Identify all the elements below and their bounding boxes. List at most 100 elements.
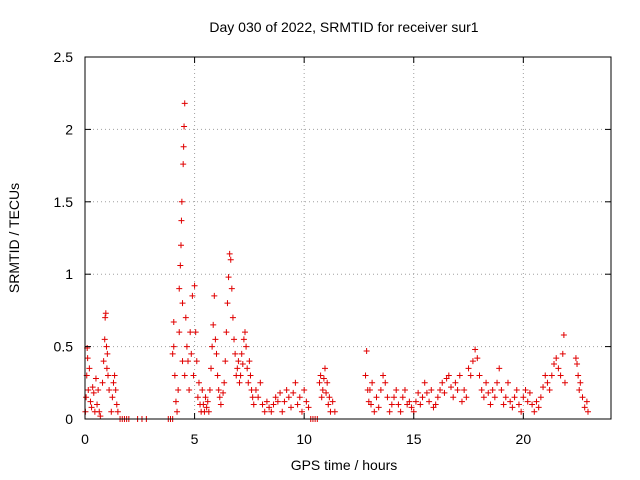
data-point xyxy=(502,394,509,401)
data-point xyxy=(452,379,459,386)
data-point xyxy=(391,394,398,401)
data-point xyxy=(94,401,101,408)
data-point xyxy=(85,387,92,394)
data-point xyxy=(227,256,234,263)
data-point xyxy=(325,401,332,408)
data-point xyxy=(485,389,492,396)
x-tick-labels: 0 5 10 15 20 xyxy=(81,431,531,447)
data-point xyxy=(180,143,187,150)
data-point xyxy=(263,398,270,405)
data-point xyxy=(553,355,560,362)
data-point xyxy=(239,360,246,367)
data-point xyxy=(450,394,457,401)
data-point xyxy=(244,365,251,372)
data-point xyxy=(371,408,378,415)
data-point xyxy=(560,332,567,339)
data-point xyxy=(181,123,188,130)
data-point xyxy=(515,401,522,408)
data-point xyxy=(114,408,121,415)
data-point xyxy=(188,350,195,357)
data-point xyxy=(290,389,297,396)
data-point xyxy=(231,336,238,343)
data-point xyxy=(183,343,190,350)
data-point xyxy=(316,379,323,386)
data-point xyxy=(279,408,286,415)
data-point xyxy=(90,389,97,396)
data-point xyxy=(454,387,461,394)
y-tick-label: 1 xyxy=(65,266,73,282)
data-point xyxy=(546,387,553,394)
data-point xyxy=(180,161,187,168)
data-point xyxy=(324,379,331,386)
data-point xyxy=(221,379,228,386)
data-point xyxy=(102,310,109,317)
data-point xyxy=(214,372,221,379)
data-point xyxy=(88,404,95,411)
data-point xyxy=(237,372,244,379)
data-point xyxy=(441,389,448,396)
data-point xyxy=(210,321,217,328)
data-point xyxy=(216,394,223,401)
y-tick-label: 2 xyxy=(65,121,73,137)
data-point xyxy=(393,387,400,394)
data-point xyxy=(268,408,275,415)
data-point xyxy=(412,398,419,405)
data-point xyxy=(584,408,591,415)
data-point xyxy=(200,401,207,408)
data-point xyxy=(395,401,402,408)
data-point xyxy=(178,198,185,205)
data-point xyxy=(474,355,481,362)
data-point xyxy=(192,329,199,336)
data-point xyxy=(458,398,465,405)
data-point xyxy=(84,355,91,362)
data-point xyxy=(323,389,330,396)
data-point xyxy=(95,387,102,394)
data-point xyxy=(232,350,239,357)
data-point xyxy=(238,350,245,357)
data-point xyxy=(223,329,230,336)
data-point xyxy=(572,355,579,362)
y-tick-label: 0 xyxy=(65,411,73,427)
data-point xyxy=(209,343,216,350)
data-point xyxy=(190,372,197,379)
data-point xyxy=(540,384,547,391)
data-point xyxy=(170,343,177,350)
data-point xyxy=(241,329,248,336)
data-point xyxy=(257,379,264,386)
data-point xyxy=(417,401,424,408)
data-point xyxy=(496,365,503,372)
data-point xyxy=(281,398,288,405)
x-tick-label: 5 xyxy=(191,431,199,447)
data-point xyxy=(199,387,206,394)
data-point xyxy=(399,394,406,401)
data-point xyxy=(469,358,476,365)
data-point xyxy=(305,404,312,411)
data-point xyxy=(224,300,231,307)
data-point xyxy=(456,372,463,379)
data-point xyxy=(89,384,96,391)
y-tick-label: 0.5 xyxy=(54,339,74,355)
data-point xyxy=(104,350,111,357)
data-point xyxy=(511,394,518,401)
data-point xyxy=(245,379,252,386)
data-point xyxy=(434,394,441,401)
data-point xyxy=(191,282,198,289)
data-point xyxy=(500,401,507,408)
data-point xyxy=(169,350,176,357)
data-point xyxy=(298,408,305,415)
data-point xyxy=(518,408,525,415)
data-point xyxy=(236,379,243,386)
data-point xyxy=(581,404,588,411)
data-point xyxy=(109,394,116,401)
data-point xyxy=(92,375,99,382)
data-point xyxy=(537,394,544,401)
data-point xyxy=(296,394,303,401)
data-point xyxy=(380,372,387,379)
data-point xyxy=(439,379,446,386)
data-point xyxy=(270,401,277,408)
data-point xyxy=(178,217,185,224)
data-point xyxy=(172,398,179,405)
data-point xyxy=(375,404,382,411)
data-point xyxy=(551,360,558,367)
